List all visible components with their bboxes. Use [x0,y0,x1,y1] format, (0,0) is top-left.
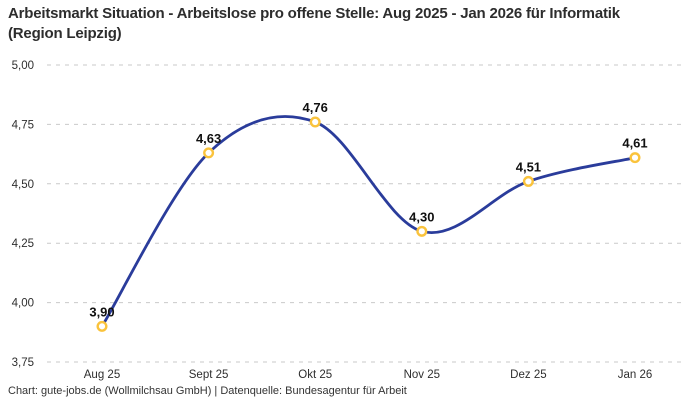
line-series-path [100,115,637,328]
x-axis-tick-label: Okt 25 [298,369,332,381]
x-axis-tick-label: Dez 25 [510,369,546,381]
y-axis-tick-label: 3,75 [12,357,34,369]
data-point-label: 4,76 [303,100,328,115]
chart-credit: Chart: gute-jobs.de (Wollmilchsau GmbH) … [8,385,407,397]
data-point-marker[interactable] [629,152,641,164]
x-axis-tick-label: Jan 26 [618,369,653,381]
data-point-label: 4,51 [516,159,541,174]
data-point-label: 3,90 [89,304,114,319]
y-axis-tick-label: 5,00 [12,60,34,72]
data-point-marker[interactable] [522,175,534,187]
x-axis-tick-label: Nov 25 [404,369,440,381]
data-point-label: 4,63 [196,131,221,146]
x-axis-tick-label: Sept 25 [189,369,229,381]
y-axis-tick-label: 4,50 [12,179,34,191]
data-point-marker[interactable] [96,320,108,332]
data-point-marker[interactable] [416,225,428,237]
chart-title: Arbeitsmarkt Situation - Arbeitslose pro… [8,5,620,42]
y-axis-tick-label: 4,25 [12,238,34,250]
y-axis-tick-label: 4,75 [12,119,34,131]
x-axis-tick-label: Aug 25 [84,369,120,381]
data-point-marker[interactable] [309,116,321,128]
data-point-label: 4,30 [409,209,434,224]
data-point-marker[interactable] [203,147,215,159]
data-point-label: 4,61 [622,136,647,151]
y-axis-tick-label: 4,00 [12,298,34,310]
